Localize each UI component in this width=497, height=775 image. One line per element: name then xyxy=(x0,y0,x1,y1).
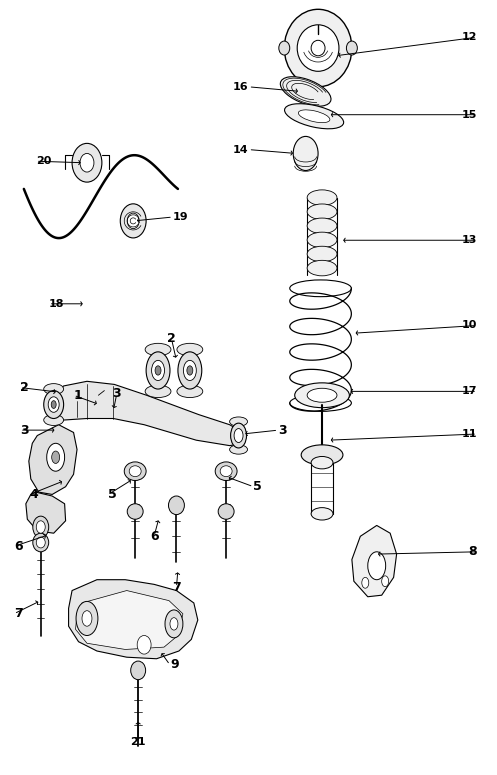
Ellipse shape xyxy=(307,232,337,248)
Ellipse shape xyxy=(36,537,45,548)
Ellipse shape xyxy=(47,443,65,471)
Ellipse shape xyxy=(368,552,386,580)
Ellipse shape xyxy=(293,136,318,170)
Text: 9: 9 xyxy=(170,659,178,671)
Ellipse shape xyxy=(131,661,146,680)
Polygon shape xyxy=(26,492,66,533)
Ellipse shape xyxy=(168,496,184,515)
Text: 18: 18 xyxy=(49,299,64,308)
Text: 10: 10 xyxy=(462,321,477,330)
Ellipse shape xyxy=(36,521,45,533)
Ellipse shape xyxy=(231,423,247,448)
Ellipse shape xyxy=(311,508,333,520)
Ellipse shape xyxy=(311,40,325,56)
Ellipse shape xyxy=(127,504,143,519)
Ellipse shape xyxy=(44,415,64,425)
Ellipse shape xyxy=(234,429,243,443)
Ellipse shape xyxy=(127,213,139,229)
Ellipse shape xyxy=(137,636,151,654)
Ellipse shape xyxy=(44,391,64,419)
Ellipse shape xyxy=(177,343,203,356)
Ellipse shape xyxy=(183,360,196,381)
Text: 20: 20 xyxy=(36,157,51,166)
Text: 6: 6 xyxy=(14,540,22,553)
Ellipse shape xyxy=(152,360,165,381)
Text: 3: 3 xyxy=(20,424,28,436)
Text: 15: 15 xyxy=(462,110,477,119)
Ellipse shape xyxy=(155,366,161,375)
Ellipse shape xyxy=(215,462,237,480)
Ellipse shape xyxy=(307,190,337,205)
Text: 11: 11 xyxy=(462,429,477,439)
Ellipse shape xyxy=(311,456,333,469)
Ellipse shape xyxy=(145,343,171,356)
Ellipse shape xyxy=(129,466,141,477)
Text: 3: 3 xyxy=(278,424,287,436)
Ellipse shape xyxy=(145,385,171,398)
Text: 3: 3 xyxy=(112,388,121,400)
Ellipse shape xyxy=(170,618,178,630)
Ellipse shape xyxy=(307,204,337,219)
Ellipse shape xyxy=(146,352,170,389)
Text: 17: 17 xyxy=(462,387,477,396)
Ellipse shape xyxy=(301,445,343,465)
Ellipse shape xyxy=(187,366,193,375)
Text: 13: 13 xyxy=(462,236,477,245)
Ellipse shape xyxy=(307,260,337,276)
Ellipse shape xyxy=(346,41,357,55)
Ellipse shape xyxy=(280,77,331,106)
Text: 21: 21 xyxy=(130,738,146,747)
Ellipse shape xyxy=(218,504,234,519)
Polygon shape xyxy=(76,591,183,649)
Ellipse shape xyxy=(44,384,64,394)
Ellipse shape xyxy=(120,204,146,238)
Ellipse shape xyxy=(298,110,330,122)
Ellipse shape xyxy=(178,352,202,389)
Ellipse shape xyxy=(279,41,290,55)
Ellipse shape xyxy=(297,25,339,71)
Ellipse shape xyxy=(284,9,352,87)
Ellipse shape xyxy=(307,246,337,262)
Polygon shape xyxy=(29,425,77,494)
Ellipse shape xyxy=(177,385,203,398)
Text: 2: 2 xyxy=(20,381,29,394)
Ellipse shape xyxy=(51,401,56,408)
Ellipse shape xyxy=(307,388,337,402)
Ellipse shape xyxy=(52,451,60,463)
Polygon shape xyxy=(352,525,397,597)
Ellipse shape xyxy=(82,611,92,626)
Ellipse shape xyxy=(307,218,337,233)
Text: 7: 7 xyxy=(172,581,181,594)
Ellipse shape xyxy=(165,610,183,638)
Text: 14: 14 xyxy=(233,145,248,154)
Ellipse shape xyxy=(382,576,389,587)
Text: 7: 7 xyxy=(14,608,23,620)
Polygon shape xyxy=(50,381,245,446)
Text: 5: 5 xyxy=(253,480,262,493)
Polygon shape xyxy=(69,580,198,659)
Text: 2: 2 xyxy=(167,332,176,345)
Ellipse shape xyxy=(230,445,248,454)
Ellipse shape xyxy=(33,516,49,538)
Text: 19: 19 xyxy=(173,212,188,222)
Ellipse shape xyxy=(285,104,343,129)
Text: 16: 16 xyxy=(233,82,248,91)
Ellipse shape xyxy=(295,383,349,408)
Text: 8: 8 xyxy=(469,546,477,558)
Text: 4: 4 xyxy=(30,488,39,501)
Text: 5: 5 xyxy=(108,488,117,501)
Ellipse shape xyxy=(230,417,248,426)
Ellipse shape xyxy=(80,153,94,172)
Ellipse shape xyxy=(72,143,102,182)
Text: 12: 12 xyxy=(462,33,477,42)
Ellipse shape xyxy=(220,466,232,477)
Ellipse shape xyxy=(124,462,146,480)
Text: 1: 1 xyxy=(74,389,83,401)
Text: 6: 6 xyxy=(150,530,159,542)
Ellipse shape xyxy=(33,533,49,552)
Ellipse shape xyxy=(76,601,98,635)
Ellipse shape xyxy=(362,577,369,588)
Ellipse shape xyxy=(48,397,59,412)
